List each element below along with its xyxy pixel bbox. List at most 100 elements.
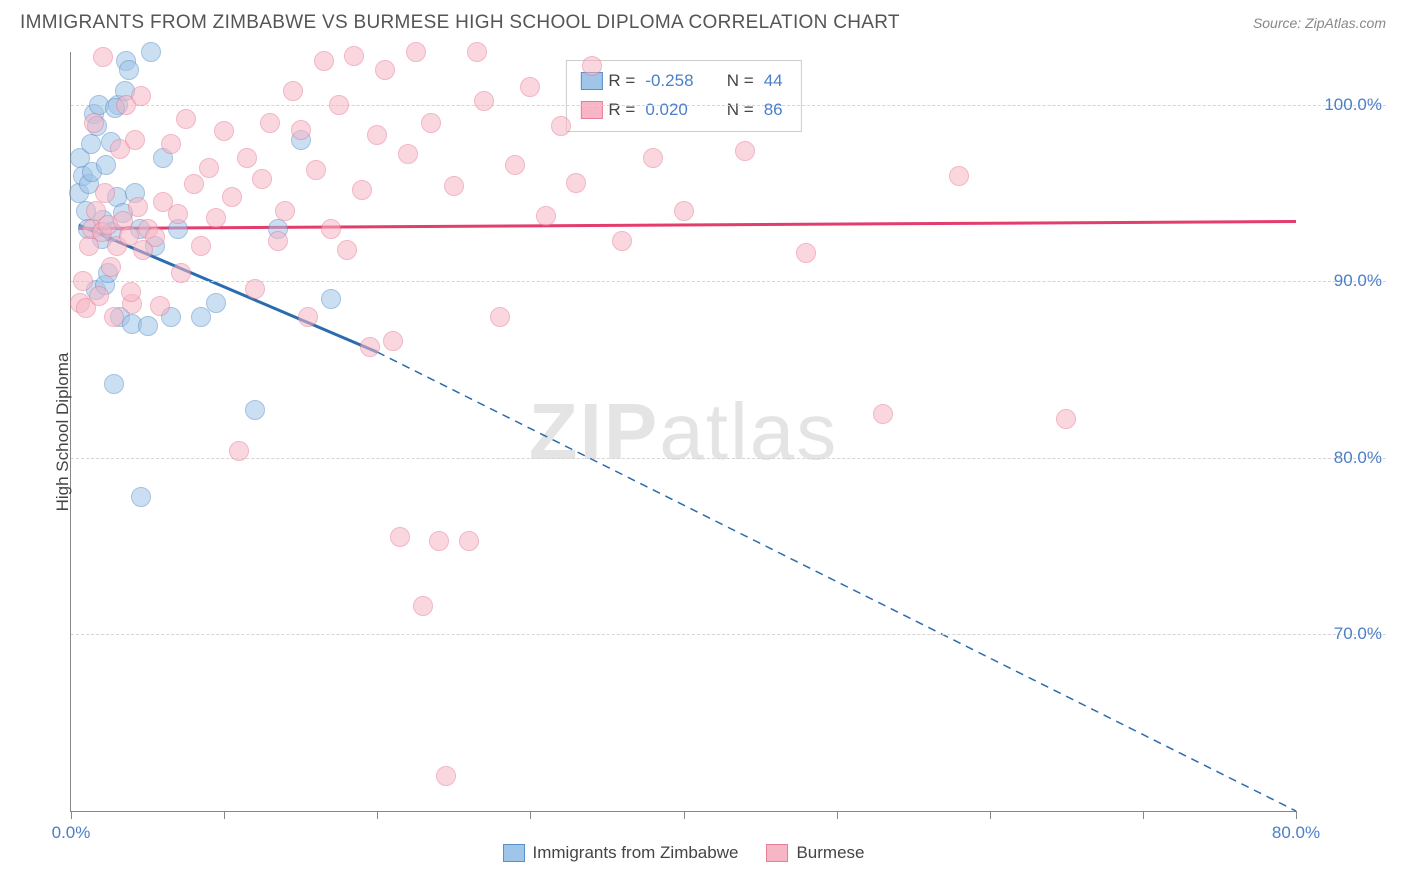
data-point <box>128 197 148 217</box>
data-point <box>268 231 288 251</box>
data-point <box>1056 409 1076 429</box>
data-point <box>121 282 141 302</box>
data-point <box>138 316 158 336</box>
data-point <box>873 404 893 424</box>
legend-n-value: 44 <box>764 67 783 96</box>
watermark: ZIPatlas <box>529 386 838 478</box>
data-point <box>582 56 602 76</box>
data-point <box>125 130 145 150</box>
series-legend: Immigrants from Zimbabwe Burmese <box>503 843 865 863</box>
x-tick <box>837 811 838 819</box>
legend-row: R = -0.258 N = 44 <box>580 67 786 96</box>
x-tick <box>990 811 991 819</box>
data-point <box>131 487 151 507</box>
data-point <box>141 42 161 62</box>
data-point <box>344 46 364 66</box>
source-attribution: Source: ZipAtlas.com <box>1253 15 1386 31</box>
data-point <box>306 160 326 180</box>
data-point <box>101 257 121 277</box>
data-point <box>436 766 456 786</box>
data-point <box>168 204 188 224</box>
x-tick <box>530 811 531 819</box>
x-tick-label: 0.0% <box>52 823 91 843</box>
data-point <box>398 144 418 164</box>
x-tick <box>1143 811 1144 819</box>
data-point <box>375 60 395 80</box>
series-legend-label: Immigrants from Zimbabwe <box>533 843 739 863</box>
legend-r-value: 0.020 <box>645 96 707 125</box>
data-point <box>176 109 196 129</box>
data-point <box>245 279 265 299</box>
data-point <box>352 180 372 200</box>
legend-swatch <box>503 844 525 862</box>
data-point <box>260 113 280 133</box>
data-point <box>474 91 494 111</box>
x-tick-label: 80.0% <box>1272 823 1320 843</box>
data-point <box>459 531 479 551</box>
data-point <box>429 531 449 551</box>
data-point <box>191 307 211 327</box>
chart-container: High School Diploma ZIPatlas R = -0.258 … <box>20 42 1386 872</box>
data-point <box>796 243 816 263</box>
data-point <box>551 116 571 136</box>
x-tick <box>71 811 72 819</box>
data-point <box>329 95 349 115</box>
gridline <box>71 458 1386 459</box>
data-point <box>321 219 341 239</box>
data-point <box>104 307 124 327</box>
gridline <box>71 281 1386 282</box>
data-point <box>406 42 426 62</box>
data-point <box>81 134 101 154</box>
data-point <box>191 236 211 256</box>
data-point <box>390 527 410 547</box>
data-point <box>283 81 303 101</box>
y-tick-label: 80.0% <box>1334 448 1382 468</box>
plot-area: High School Diploma ZIPatlas R = -0.258 … <box>70 52 1296 812</box>
data-point <box>360 337 380 357</box>
data-point <box>421 113 441 133</box>
data-point <box>275 201 295 221</box>
data-point <box>199 158 219 178</box>
data-point <box>214 121 234 141</box>
data-point <box>413 596 433 616</box>
series-legend-item: Immigrants from Zimbabwe <box>503 843 739 863</box>
legend-n-label: N = <box>717 96 753 125</box>
series-legend-label: Burmese <box>796 843 864 863</box>
data-point <box>291 120 311 140</box>
series-legend-item: Burmese <box>766 843 864 863</box>
x-tick <box>684 811 685 819</box>
y-tick-label: 70.0% <box>1334 624 1382 644</box>
data-point <box>237 148 257 168</box>
data-point <box>505 155 525 175</box>
data-point <box>206 208 226 228</box>
legend-r-label: R = <box>608 67 635 96</box>
data-point <box>367 125 387 145</box>
data-point <box>612 231 632 251</box>
y-axis-label: High School Diploma <box>53 352 73 511</box>
data-point <box>89 286 109 306</box>
regression-line-dashed <box>377 352 1296 811</box>
data-point <box>321 289 341 309</box>
data-point <box>643 148 663 168</box>
data-point <box>949 166 969 186</box>
header: IMMIGRANTS FROM ZIMBABWE VS BURMESE HIGH… <box>0 0 1406 42</box>
data-point <box>95 183 115 203</box>
data-point <box>206 293 226 313</box>
y-tick-label: 100.0% <box>1324 95 1382 115</box>
data-point <box>337 240 357 260</box>
data-point <box>566 173 586 193</box>
legend-n-label: N = <box>717 67 753 96</box>
data-point <box>298 307 318 327</box>
legend-r-label: R = <box>608 96 635 125</box>
gridline <box>71 634 1386 635</box>
regression-line-solid <box>79 221 1296 228</box>
correlation-legend: R = -0.258 N = 44R = 0.020 N = 86 <box>565 60 801 132</box>
data-point <box>171 263 191 283</box>
legend-swatch <box>766 844 788 862</box>
data-point <box>104 374 124 394</box>
legend-r-value: -0.258 <box>645 67 707 96</box>
data-point <box>383 331 403 351</box>
gridline <box>71 105 1386 106</box>
data-point <box>229 441 249 461</box>
regression-lines <box>71 52 1296 811</box>
